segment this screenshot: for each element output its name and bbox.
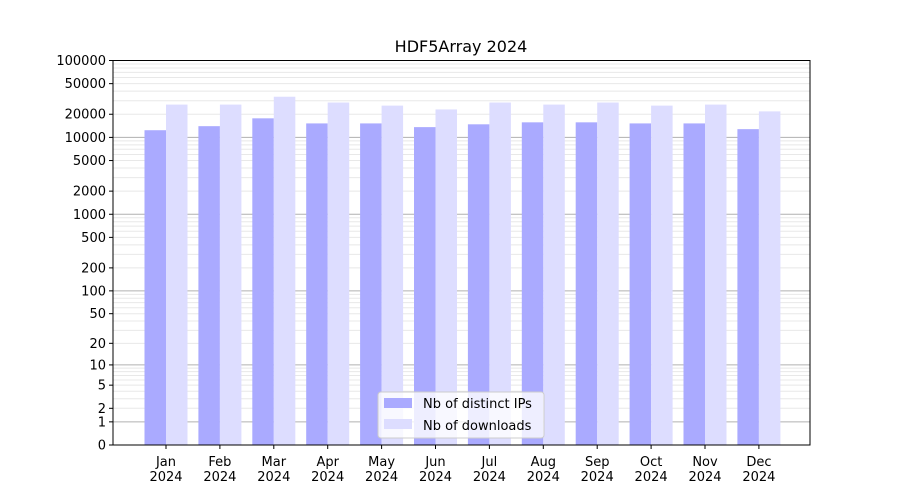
x-tick-label: Jul 2024 xyxy=(473,455,506,485)
x-tick-label: Oct 2024 xyxy=(635,455,668,485)
y-tick-label: 2 xyxy=(98,402,106,417)
x-tick-label: Apr 2024 xyxy=(311,455,344,485)
legend: Nb of distinct IPs Nb of downloads xyxy=(377,391,545,439)
x-tick-label: Mar 2024 xyxy=(257,455,290,485)
x-tick-label: Dec 2024 xyxy=(742,455,775,485)
bar-downloads xyxy=(543,104,565,445)
bar-downloads xyxy=(327,102,350,445)
legend-swatch-downloads xyxy=(384,419,412,429)
bar-downloads xyxy=(166,104,188,445)
bar-downloads xyxy=(219,104,242,445)
bar-distinct-ips xyxy=(575,122,598,446)
bar-distinct-ips xyxy=(683,123,705,445)
y-tick-label: 10 xyxy=(89,358,106,373)
bar-downloads xyxy=(435,109,457,446)
bar-distinct-ips xyxy=(629,123,652,445)
bar-downloads xyxy=(273,96,296,445)
x-tick-label: Jan 2024 xyxy=(149,455,182,485)
x-tick-label: Jun 2024 xyxy=(419,455,452,485)
legend-swatch-ips xyxy=(384,398,412,408)
bar-distinct-ips xyxy=(144,130,166,446)
x-tick-label: May 2024 xyxy=(365,455,398,485)
x-tick-label: Nov 2024 xyxy=(688,455,721,485)
y-tick-label: 1 xyxy=(98,415,106,430)
legend-label-ips: Nb of distinct IPs xyxy=(423,397,532,412)
y-tick-label: 1000 xyxy=(73,208,106,223)
bar-distinct-ips xyxy=(252,118,274,445)
bar-downloads xyxy=(651,105,673,445)
y-tick-label: 5000 xyxy=(73,154,106,169)
bar-distinct-ips xyxy=(467,124,490,445)
x-tick-label: Feb 2024 xyxy=(203,455,236,485)
y-tick-label: 20 xyxy=(89,337,106,352)
y-tick-label: 2000 xyxy=(73,185,106,200)
legend-label-downloads: Nb of downloads xyxy=(423,419,532,434)
y-tick-label: 0 xyxy=(98,439,106,454)
bar-downloads xyxy=(705,104,727,445)
bar-distinct-ips xyxy=(521,122,544,446)
bar-distinct-ips xyxy=(306,123,328,445)
x-tick-label: Sep 2024 xyxy=(581,455,614,485)
bar-downloads xyxy=(758,111,781,445)
bar-distinct-ips xyxy=(360,123,382,445)
y-tick-label: 50 xyxy=(89,307,106,322)
chart-title: HDF5Array 2024 xyxy=(395,37,528,56)
y-axis: 0 12 5 10 20 50 100 200 500 1000 2000 5000 10000 2000… xyxy=(56,54,113,454)
y-tick-label: 50000 xyxy=(65,77,106,92)
bar-distinct-ips xyxy=(198,126,220,445)
y-tick-label: 100 xyxy=(81,284,106,299)
plot-frame xyxy=(112,60,811,446)
y-tick-label: 100000 xyxy=(56,54,106,69)
y-tick-label: 10000 xyxy=(65,131,106,146)
y-tick-label: 20000 xyxy=(65,108,106,123)
y-tick-label: 200 xyxy=(81,261,106,276)
bar-downloads xyxy=(381,105,404,445)
y-tick-label: 500 xyxy=(81,231,106,246)
x-axis: Jan 2024 Feb 2024 Mar 2024 Apr 2024 May 2024 Jun 20… xyxy=(149,445,775,485)
bar-downloads xyxy=(489,102,511,445)
bars xyxy=(144,96,781,446)
bar-distinct-ips xyxy=(737,129,759,446)
x-tick-label: Aug 2024 xyxy=(527,455,560,485)
bar-distinct-ips xyxy=(414,127,436,446)
y-tick-label: 5 xyxy=(98,379,106,394)
bar-downloads xyxy=(597,102,619,445)
